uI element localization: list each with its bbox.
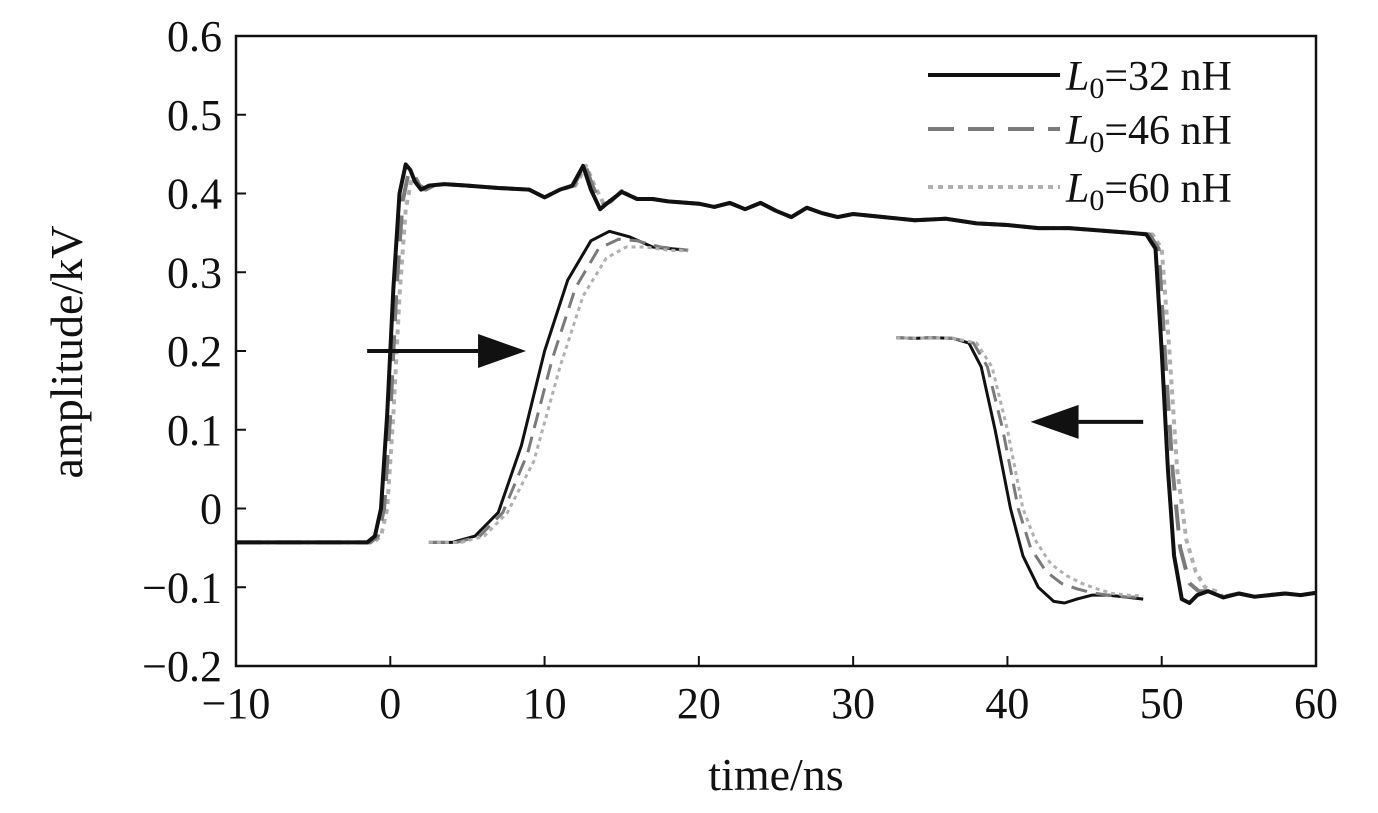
x-tick-label: 10 <box>523 679 567 728</box>
legend-symbol: L <box>1065 166 1089 212</box>
legend-label-1: L0=32 nH <box>1065 54 1232 105</box>
x-tick-label: 50 <box>1140 679 1184 728</box>
y-tick-label: 0.5 <box>167 91 222 140</box>
legend-label-2: L0=46 nH <box>1065 108 1232 159</box>
right-arrow <box>367 334 527 368</box>
rising-edge-zoom-line-3 <box>428 245 689 544</box>
y-tick-label: 0.2 <box>167 327 222 376</box>
x-tick-label: 30 <box>831 679 875 728</box>
x-tick-label: 20 <box>677 679 721 728</box>
rising-edge-zoom-line-1 <box>428 229 689 544</box>
rising-edge-zoom <box>428 229 689 544</box>
x-tick-label: 60 <box>1294 679 1338 728</box>
legend-subscript: 0 <box>1089 126 1104 159</box>
falling-edge-zoom-line-2 <box>896 336 1144 599</box>
rising-edge-zoom-line-2 <box>428 237 689 544</box>
falling-edge-zoom-line-1 <box>896 336 1144 605</box>
y-tick-label: 0.1 <box>167 406 222 455</box>
annotation-layer <box>367 334 1144 439</box>
series-line-1 <box>236 162 1317 605</box>
legend-value: =60 nH <box>1104 166 1232 212</box>
legend-symbol: L <box>1065 54 1089 100</box>
y-tick-label: 0 <box>200 485 222 534</box>
y-tick-label: −0.1 <box>142 563 222 612</box>
y-tick-label: 0.6 <box>167 12 222 61</box>
y-tick-label: 0.4 <box>167 170 222 219</box>
left-arrow <box>1030 404 1144 439</box>
legend-label-3: L0=60 nH <box>1065 166 1232 217</box>
legend-subscript: 0 <box>1089 72 1104 105</box>
x-tick-label: 40 <box>985 679 1029 728</box>
x-tick-label: 0 <box>379 679 401 728</box>
x-axis-title: time/ns <box>708 749 843 800</box>
falling-edge-zoom <box>896 336 1144 605</box>
x-tick-label: −10 <box>202 679 271 728</box>
y-tick-label: −0.2 <box>142 642 222 691</box>
axes-layer: −10 0 10 20 30 40 50 60 −0.2 −0.1 0 0.1 0.2 0.3 0.4 0.5… <box>142 12 1338 728</box>
y-axis-title: amplitude/kV <box>41 226 92 479</box>
legend-value: =32 nH <box>1104 54 1232 100</box>
series-layer <box>236 161 1317 605</box>
legend-value: =46 nH <box>1104 108 1232 154</box>
insets-layer <box>428 229 1144 605</box>
y-tick-label: 0.3 <box>167 248 222 297</box>
legend-symbol: L <box>1065 108 1089 154</box>
legend-subscript: 0 <box>1089 184 1104 217</box>
falling-edge-zoom-line-3 <box>896 336 1144 598</box>
